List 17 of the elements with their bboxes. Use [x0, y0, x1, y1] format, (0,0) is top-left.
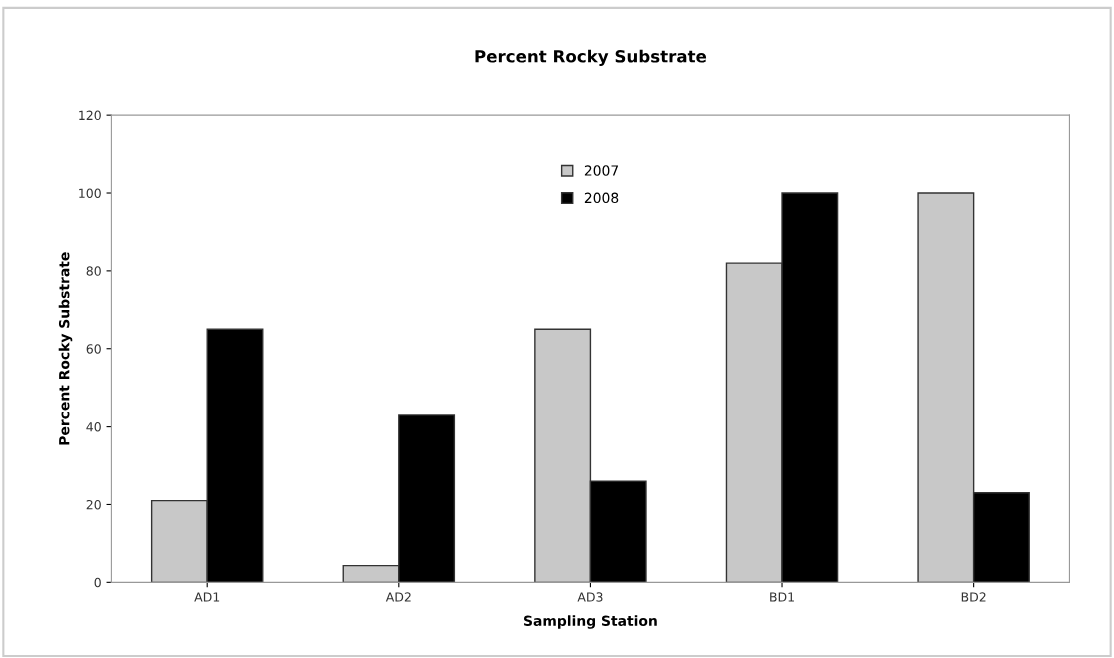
legend-label: 2007 — [584, 165, 619, 176]
y-tick-label: 100 — [79, 188, 101, 198]
y-tick-label: 60 — [86, 344, 101, 354]
x-tick-label: AD2 — [385, 592, 411, 602]
chart-title: Percent Rocky Substrate — [475, 49, 707, 66]
y-tick-label: 40 — [86, 422, 101, 432]
x-axis-title: Sampling Station — [524, 615, 657, 629]
x-tick-label: BD2 — [961, 592, 986, 602]
y-tick-label: 20 — [86, 499, 101, 510]
x-tick-label: AD1 — [194, 592, 220, 602]
y-tick-label: 80 — [86, 266, 101, 276]
y-axis-title: Percent Rocky Substrate — [58, 252, 73, 445]
x-tick-label: BD1 — [770, 592, 794, 602]
legend-label: 2008 — [584, 192, 619, 204]
x-tick-label: AD3 — [577, 592, 603, 602]
y-tick-label: 120 — [79, 110, 101, 121]
y-tick-label: 0 — [94, 577, 101, 588]
